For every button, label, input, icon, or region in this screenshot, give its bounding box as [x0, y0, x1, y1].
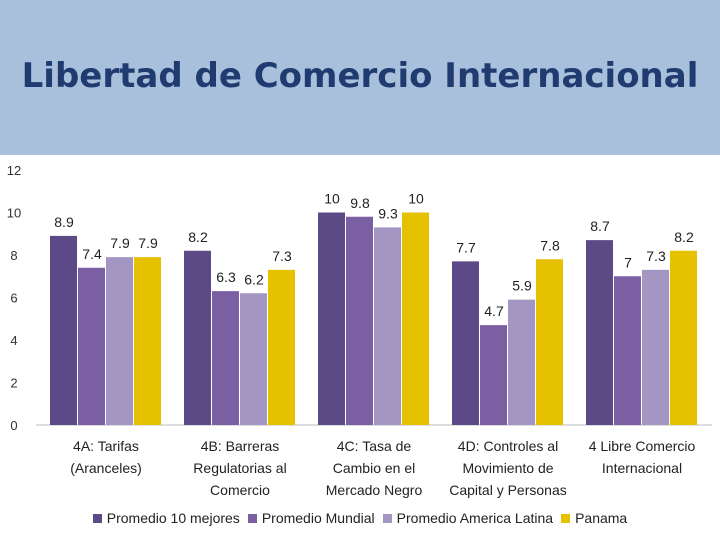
bar	[240, 293, 267, 425]
bar-chart: 0 2 4 6 8 10 12 8.9 8.2 10 7.7 8.7 7.4 6.3 9.8 4.7 7 7.9 6…	[7, 163, 712, 498]
bar	[346, 216, 373, 425]
data-label: 7.3	[272, 248, 292, 264]
bar	[134, 257, 161, 425]
category-label: Mercado Negro	[326, 482, 423, 498]
bar	[452, 261, 479, 425]
y-tick-label: 10	[7, 206, 21, 221]
bar	[508, 299, 535, 425]
data-label: 6.2	[244, 271, 264, 287]
category-label: Regulatorias al	[193, 460, 286, 476]
bar	[318, 212, 345, 425]
category-label: Capital y Personas	[449, 482, 567, 498]
data-label: 7.4	[82, 246, 102, 262]
data-label: 10	[408, 191, 424, 207]
category-label: Movimiento de	[462, 460, 553, 476]
bar	[184, 250, 211, 425]
y-tick-label: 6	[10, 291, 17, 306]
bar	[480, 325, 507, 425]
bar	[106, 257, 133, 425]
y-tick-label: 12	[7, 163, 21, 178]
y-tick-label: 4	[10, 333, 17, 348]
bar	[670, 250, 697, 425]
category-label: 4C: Tasa de	[337, 438, 412, 454]
y-tick-label: 0	[10, 418, 17, 433]
data-label: 7	[624, 254, 632, 270]
legend-label: Panama	[575, 510, 628, 526]
data-label: 6.3	[216, 269, 236, 285]
data-label: 8.9	[54, 214, 74, 230]
bar	[586, 240, 613, 425]
legend-swatch	[382, 513, 392, 523]
bar	[536, 259, 563, 425]
category-label: (Aranceles)	[70, 460, 142, 476]
data-label: 7.8	[540, 237, 560, 253]
data-label: 7.9	[110, 235, 130, 251]
category-label: 4A: Tarifas	[73, 438, 139, 454]
legend-swatch	[92, 513, 102, 523]
data-label: 9.3	[378, 205, 398, 221]
data-label: 7.7	[456, 239, 476, 255]
y-tick-label: 2	[10, 376, 17, 391]
page-title: Libertad de Comercio Internacional	[21, 56, 699, 96]
bar	[268, 269, 295, 425]
data-label: 5.9	[512, 278, 532, 294]
data-label: 7.3	[646, 248, 666, 264]
category-label: 4D: Controles al	[458, 438, 558, 454]
bar	[374, 227, 401, 425]
data-label: 9.8	[350, 195, 370, 211]
legend-swatch	[561, 513, 571, 523]
data-label: 8.7	[590, 218, 610, 234]
legend-item: Promedio 10 mejores	[92, 510, 240, 526]
legend-item: Promedio America Latina	[382, 510, 554, 526]
category-label: Internacional	[602, 460, 682, 476]
data-label: 8.2	[674, 229, 694, 245]
data-label: 8.2	[188, 229, 208, 245]
bar	[642, 269, 669, 425]
data-label: 10	[324, 191, 340, 207]
legend-swatch	[247, 513, 257, 523]
legend-label: Promedio 10 mejores	[106, 510, 240, 526]
category-label: 4B: Barreras	[201, 438, 280, 454]
y-tick-label: 8	[10, 248, 17, 263]
data-label: 4.7	[484, 303, 504, 319]
bar	[212, 291, 239, 425]
category-label: 4 Libre Comercio	[589, 438, 696, 454]
bar	[50, 235, 77, 425]
bar	[78, 267, 105, 425]
title-banner	[0, 0, 720, 155]
legend-label: Promedio Mundial	[261, 510, 375, 526]
bar	[614, 276, 641, 425]
bar	[402, 212, 429, 425]
category-label: Comercio	[210, 482, 270, 498]
chart-legend: Promedio 10 mejores Promedio Mundial Prome…	[0, 510, 720, 526]
data-label: 7.9	[138, 235, 158, 251]
legend-label: Promedio America Latina	[396, 510, 554, 526]
legend-item: Panama	[561, 510, 627, 526]
category-label: Cambio en el	[333, 460, 416, 476]
legend-item: Promedio Mundial	[247, 510, 375, 526]
